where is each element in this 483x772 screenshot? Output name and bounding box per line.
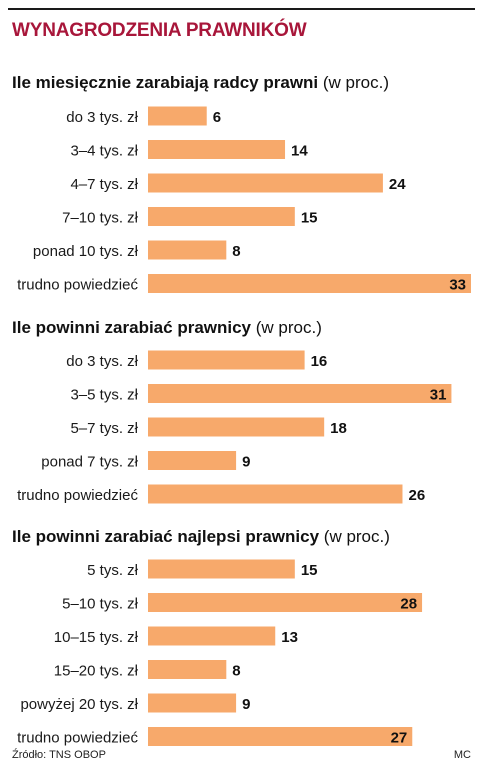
bar [148,350,305,370]
bar [148,106,207,126]
category-label: 5 tys. zł [87,562,139,579]
value-label: 15 [301,562,318,579]
page-title: WYNAGRODZENIA PRAWNIKÓW [12,20,307,41]
author-credit: MC [453,749,471,761]
category-label: ponad 7 tys. zł [41,454,138,471]
category-label: 3–4 tys. zł [70,143,138,160]
value-label: 13 [281,629,298,646]
section-title-text: Ile powinni zarabiać najlepsi prawnicy [12,527,320,546]
category-label: 3–5 tys. zł [70,387,138,404]
bar [148,451,237,470]
source-note: Źródło: TNS OBOP [12,749,106,761]
section-unit: (w proc.) [322,73,390,92]
bar [148,417,325,437]
category-label: do 3 tys. zł [66,353,138,370]
section-title-prawnicy: Ile powinni zarabiać prawnicy (w proc.) [12,318,322,338]
bar [148,240,227,260]
section-unit: (w proc.) [255,318,322,337]
top-rule [8,8,475,10]
category-label: 5–7 tys. zł [70,420,138,437]
bar [148,140,286,159]
section-title-radcy: Ile miesięcznie zarabiają radcy prawni (… [12,73,389,93]
bar [148,593,423,612]
value-label: 14 [291,143,308,160]
value-label: 9 [242,696,250,713]
section-title-text: Ile miesięcznie zarabiają radcy prawni [12,73,319,92]
category-label: do 3 tys. zł [66,109,138,126]
category-label: trudno powiedzieć [17,277,138,294]
value-label: 8 [232,243,240,260]
value-label: 31 [430,387,447,404]
section-unit: (w proc.) [323,527,390,546]
value-label: 15 [301,210,318,227]
category-label: 15–20 tys. zł [54,663,139,680]
category-label: 10–15 tys. zł [54,629,139,646]
value-label: 26 [408,487,425,504]
section-title-najlepsi: Ile powinni zarabiać najlepsi prawnicy (… [12,527,390,547]
bar [148,559,295,579]
bar [148,207,295,226]
bar [148,274,471,293]
bar [148,660,227,679]
value-label: 9 [242,454,250,471]
value-label: 28 [400,596,417,613]
bar [148,484,403,504]
bar [148,693,237,713]
bar [148,384,452,403]
value-label: 18 [330,420,347,437]
category-label: 7–10 tys. zł [62,210,139,227]
category-label: trudno powiedzieć [17,487,138,504]
value-label: 8 [232,663,240,680]
value-label: 16 [311,353,328,370]
category-label: trudno powiedzieć [17,730,138,747]
bar [148,173,383,193]
category-label: 4–7 tys. zł [70,176,138,193]
bar [148,626,276,646]
category-label: powyżej 20 tys. zł [20,696,138,713]
value-label: 6 [213,109,221,126]
bar [148,727,413,746]
value-label: 27 [391,730,408,747]
value-label: 33 [449,277,466,294]
category-label: 5–10 tys. zł [62,596,139,613]
value-label: 24 [389,176,406,193]
category-label: ponad 10 tys. zł [33,243,139,260]
section-title-text: Ile powinni zarabiać prawnicy [12,318,252,337]
